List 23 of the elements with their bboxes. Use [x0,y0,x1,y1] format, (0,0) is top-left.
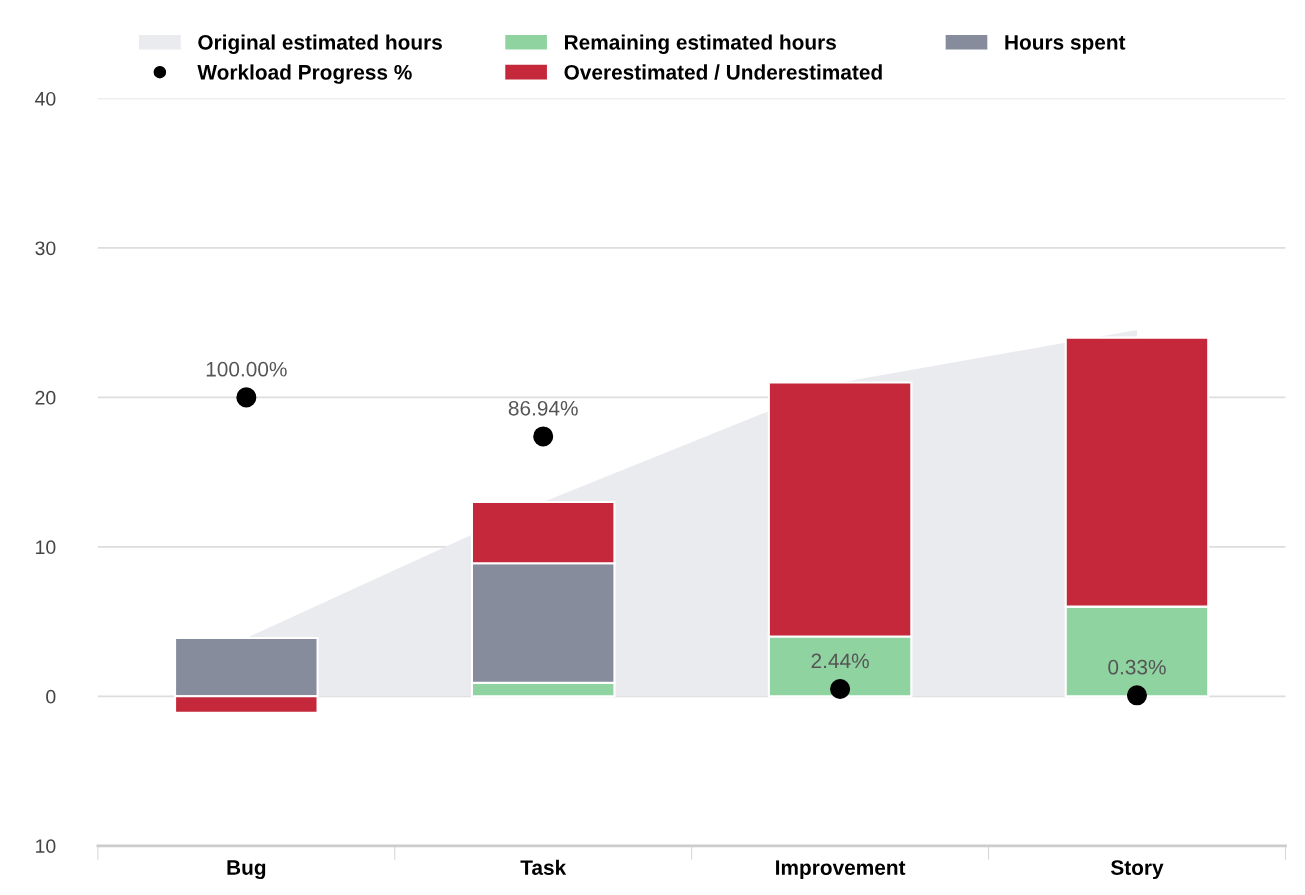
y-tick-label: 0 [46,689,56,704]
legend-label: Hours spent [1005,35,1126,54]
y-tick-label: 10 [36,540,56,555]
x-tick-label: Task [520,859,567,875]
data-label: 2.44% [811,653,869,669]
point [533,426,554,447]
y-tick-label: 10 [36,839,56,854]
x-tick-label: Story [1110,860,1164,880]
legend-label: Workload Progress % [197,64,412,84]
point [236,387,257,408]
data-label: 0.33% [1108,659,1166,675]
legend-label: Overestimated / Underestimated [564,64,882,80]
point [830,679,851,700]
y-tick-label: 20 [35,390,56,405]
x-tick-label: Bug [227,860,266,880]
y-tick-label: 30 [35,241,56,256]
y-tick-label: 40 [35,91,56,106]
data-label: 86.94% [508,400,578,416]
legend-label: Original estimated hours [198,34,442,54]
data-label: 100.00% [206,361,287,377]
legend-label: Remaining estimated hours [565,34,836,54]
x-tick-label: Improvement [776,860,906,880]
point [1126,685,1147,706]
